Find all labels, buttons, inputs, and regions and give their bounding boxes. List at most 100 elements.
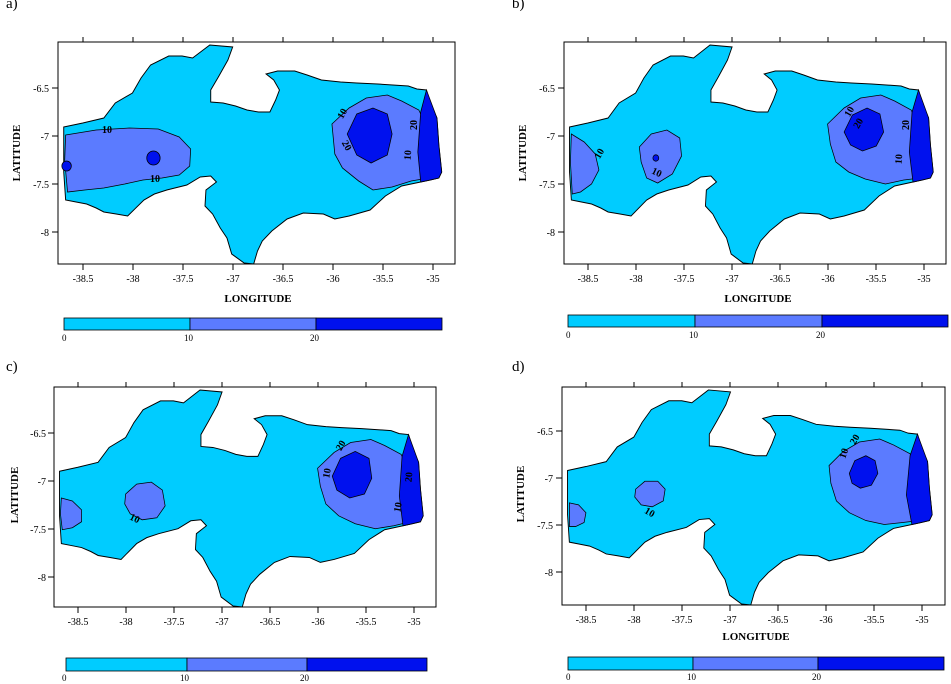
x-tick-label: -36.5 [273,274,294,285]
y-axis-title: LATITUDE [11,125,23,182]
x-tick-label: -36 [819,615,832,626]
map-svg: 10 10 10 20 20 10 -6.5 -7 -7.5 -8 LATITU… [517,37,949,340]
colorbar-label: 20 [816,330,826,340]
y-tick-label: -7 [38,477,46,488]
contour-label: 10 [150,174,160,185]
y-axis: -6.5 -7 -7.5 -8 LATITUDE [11,84,58,239]
colorbar-label: 0 [566,330,571,340]
colorbar: 0 10 20 [566,656,945,682]
contour-label: 20 [339,139,354,153]
x-tick-label: -37.5 [674,274,695,285]
colorbar-segment [567,314,696,328]
contour-label: 10 [893,154,905,165]
x-tick-label: -36.5 [770,274,791,285]
map-body [567,389,933,606]
x-tick-label: -36 [311,617,324,628]
x-axis-title: LONGITUDE [224,293,291,305]
y-tick-label: -6.5 [33,84,49,95]
y-axis: -6.5 -7 -7.5 -8 LATITUDE [517,84,564,239]
contour-label: 10 [843,105,858,119]
region-20 [848,455,879,489]
x-axis: -38.5 -38 -37.5 -37 -36.5 -36 -35.5 -35 [68,382,421,628]
region-20 [146,150,161,166]
colorbar-label: 10 [689,330,699,340]
map-svg: 10 10 10 20 20 10 -6.5 -7 -7.5 -8 LATITU… [11,37,456,343]
x-tick-label: -38 [627,615,640,626]
region-20 [346,107,393,164]
x-tick-label: -35.5 [356,617,377,628]
x-tick-label: -38.5 [576,615,597,626]
map-panel-d: d) 20 10 10 -6.5 -7 -7.5 -8 LATITUDE -38 [506,345,951,684]
x-tick-label: -38 [629,274,642,285]
contour-label: 10 [392,501,405,513]
contour-label: 10 [593,147,608,161]
colorbar-segment [315,317,443,331]
x-tick-label: -35 [915,615,928,626]
x-tick-label: -37.5 [164,617,185,628]
y-tick-label: -7 [547,132,555,143]
panel-label: b) [512,0,525,12]
panel-label: d) [512,359,525,375]
y-tick-label: -8 [545,568,553,579]
map-svg: 20 10 10 -6.5 -7 -7.5 -8 LATITUDE -38.5 … [515,382,946,682]
map-panel-a: a) 10 10 10 20 20 10 -6.5 -7 -7.5 -8 LAT… [0,0,470,343]
region-10 [64,127,192,193]
contour-label: 10 [102,125,112,136]
contour-label: 10 [642,506,656,521]
region-10 [124,481,166,521]
map-body [61,44,443,265]
x-tick-label: -37.5 [173,274,194,285]
y-axis: -6.5 -7 -7.5 -8 LATITUDE [515,427,562,579]
region-10 [570,133,600,195]
x-tick-label: -37 [215,617,228,628]
y-axis-title: LATITUDE [515,466,527,523]
colorbar-segment [694,314,823,328]
colorbar: 0 10 20 [62,317,443,343]
contour-label: 10 [402,150,414,161]
x-tick-label: -35.5 [373,274,394,285]
y-tick-label: -7 [41,132,49,143]
region-20 [652,154,660,162]
x-tick-label: -35 [917,274,930,285]
region-20 [331,450,373,499]
contour-label: 10 [336,107,351,121]
x-tick-label: -35.5 [866,274,887,285]
region-20 [417,88,443,183]
y-tick-label: -8 [38,573,46,584]
contour-label: 20 [852,117,867,131]
x-tick-label: -36 [326,274,339,285]
colorbar-segment [306,657,428,672]
y-tick-label: -7.5 [537,521,553,532]
colorbar-segment [65,657,188,672]
region-20 [398,433,424,527]
contour-label: 10 [838,447,852,460]
y-axis: -6.5 -7 -7.5 -8 LATITUDE [9,429,54,584]
colorbar-label: 20 [310,333,320,343]
y-tick-label: -6.5 [30,429,46,440]
contour-labels: 10 10 10 20 20 10 [102,107,420,185]
colorbar-segment [821,314,949,328]
map-body [59,389,424,608]
colorbar-segment [817,656,945,671]
contour-label: 10 [128,512,142,526]
x-tick-label: -38.5 [68,617,89,628]
region-10 [638,129,682,184]
y-axis-title: LATITUDE [9,467,21,524]
region-20 [61,160,72,172]
contour-labels: 10 10 20 20 10 [128,439,416,526]
region-20 [908,88,934,183]
x-tick-label: -38.5 [73,274,94,285]
colorbar-segment [186,657,308,672]
map-panel-c: c) 10 10 20 20 10 -6.5 -7 -7.5 -8 LATITU… [0,345,470,684]
colorbar-label: 20 [300,673,310,683]
contour-label: 20 [409,120,420,130]
contour-label: 20 [334,439,349,453]
map-svg: 10 10 20 20 10 -6.5 -7 -7.5 -8 LATITUDE … [9,382,437,683]
y-tick-label: -8 [547,228,555,239]
x-tick-label: -38.5 [578,274,599,285]
colorbar-label: 0 [62,333,67,343]
x-tick-label: -37 [723,615,736,626]
x-tick-label: -35 [407,617,420,628]
colorbar-label: 10 [184,333,194,343]
x-tick-label: -37.5 [672,615,693,626]
